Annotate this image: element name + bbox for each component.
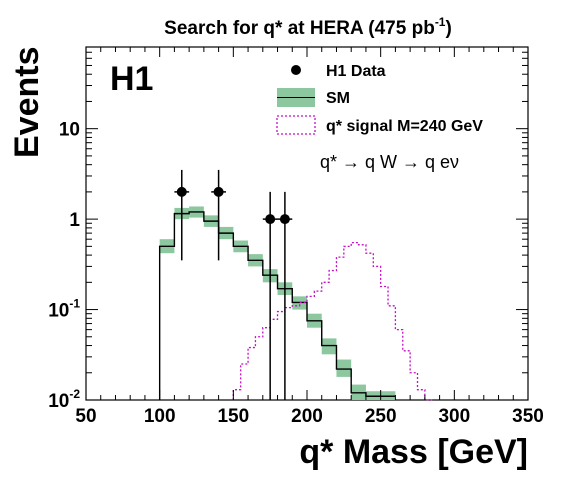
x-tick-label: 350 [512,406,544,427]
legend-signal-label: q* signal M=240 GeV [326,118,483,135]
chart-title: Search for q* at HERA (475 pb-1) [164,15,452,39]
sm-band-bin [336,359,352,377]
x-axis-ticks: 50 100 150 200 250 300 350 [75,47,544,427]
data-point [213,186,224,197]
y-tick-label: 1 [69,210,80,231]
sm-band-bin [321,338,337,355]
data-point [279,214,290,225]
y-axis-ticks: 10-2 10-1 1 10 [48,46,528,412]
data-points-layer [174,169,293,400]
y-axis-title: Events [8,47,46,159]
legend: H1 Data SM q* signal M=240 GeV [276,63,483,135]
decay-annotation: q* → q W → q eν [320,152,459,172]
x-tick-label: 100 [144,406,176,427]
data-point [176,186,187,197]
y-tick-label: 10-1 [48,297,80,322]
legend-data-marker [291,65,301,75]
y-tick-label: 10 [59,120,80,141]
y-tick-label: 10-2 [48,387,80,412]
x-tick-label: 300 [438,406,470,427]
signal-histogram-line [232,241,433,401]
data-point [265,214,276,225]
x-tick-label: 50 [75,406,96,427]
signal-line-layer [232,241,433,401]
x-tick-label: 200 [291,406,323,427]
x-tick-label: 150 [217,406,249,427]
x-tick-label: 250 [365,406,397,427]
x-axis-title: q* Mass [GeV] [299,433,528,471]
legend-sm-label: SM [326,90,350,107]
experiment-label: H1 [110,60,153,98]
legend-data-label: H1 Data [326,63,386,80]
